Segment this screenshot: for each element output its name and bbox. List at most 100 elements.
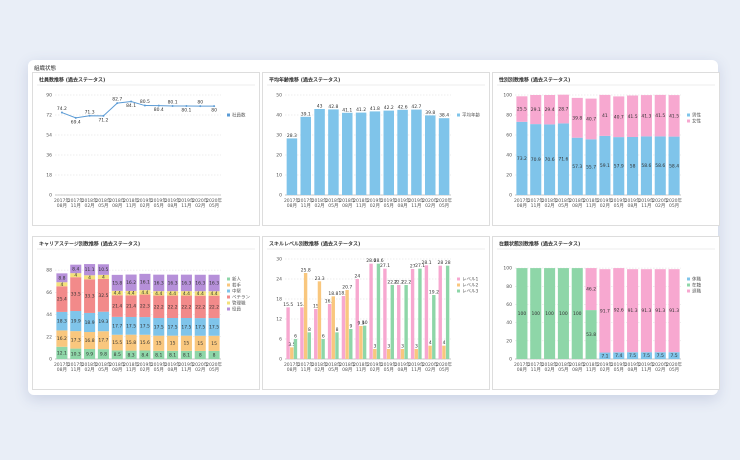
legend-swatch	[457, 283, 460, 287]
x-tick-label: 2018年 08月	[569, 197, 585, 209]
x-tick-label: 2018年 02月	[82, 361, 98, 373]
legend-label: 管理職	[232, 300, 246, 307]
chart-panel: 平均年齢推移 (過去ステータス) 0 10 20 30 40 50 2017年 08月 2017年…	[262, 72, 490, 226]
data-label: 8.8	[58, 275, 65, 281]
data-label: 15	[197, 341, 203, 347]
bar-segment	[530, 124, 542, 195]
data-label: 92.6	[614, 308, 624, 314]
bar-segment	[654, 269, 666, 353]
data-label: 8	[213, 352, 216, 358]
bar-segment	[84, 312, 96, 333]
point	[199, 105, 202, 108]
data-label: 16.2	[126, 280, 136, 286]
data-label: 3	[401, 344, 404, 350]
y-tick-label: 66	[46, 290, 52, 296]
data-label: 10.5	[98, 267, 108, 273]
data-label: 38.4	[439, 113, 449, 119]
data-label: 18.9	[339, 291, 349, 297]
data-label: 39.1	[301, 111, 311, 117]
bar-segment	[125, 295, 137, 317]
data-label: 4	[443, 340, 446, 346]
bar-segment	[208, 350, 220, 359]
bar-segment	[208, 291, 220, 296]
data-label: 57.3	[572, 164, 582, 170]
data-label: 58.6	[641, 163, 651, 169]
legend-swatch	[227, 113, 230, 117]
data-label: 41.5	[669, 113, 679, 119]
data-label: 80	[211, 108, 217, 114]
bar-segment	[668, 136, 680, 195]
x-tick-label: 2018年 11月	[353, 361, 369, 373]
legend-label: 平均年齢	[462, 112, 480, 119]
bar-segment	[557, 123, 569, 195]
bar	[300, 307, 304, 359]
data-label: 8	[199, 352, 202, 358]
x-tick-label: 2020年 05月	[666, 361, 682, 373]
bar-segment	[139, 317, 151, 335]
point	[116, 102, 119, 105]
legend-label: 在籍	[692, 282, 701, 289]
y-tick-label: 10	[276, 173, 282, 179]
bar	[442, 345, 446, 359]
bar	[418, 268, 422, 359]
point	[213, 105, 216, 108]
data-label: 19.2	[429, 290, 439, 296]
data-label: 15.8	[126, 340, 136, 346]
x-tick-label: 2018年 11月	[353, 197, 369, 209]
bar-segment	[516, 121, 528, 195]
bar-segment	[153, 274, 165, 292]
data-label: 4.4	[169, 291, 176, 297]
bar-segment	[613, 137, 625, 195]
data-label: 22.3	[140, 303, 150, 309]
data-label: 16.3	[168, 280, 178, 286]
bar-segment	[139, 350, 151, 359]
data-label: 80.1	[181, 108, 191, 114]
x-tick-label: 2018年 08月	[569, 361, 585, 373]
bar-segment	[125, 334, 137, 351]
bar-segment	[84, 349, 96, 359]
data-label: 12.1	[57, 350, 67, 356]
bar-segment	[585, 98, 597, 140]
x-tick-label: 2018年 02月	[312, 197, 328, 209]
data-label: 25.5	[517, 107, 527, 113]
chart-title: 在籍状態別数推移 (過去ステータス)	[499, 241, 580, 248]
y-tick-label: 30	[276, 257, 282, 263]
y-tick-label: 20	[506, 173, 512, 179]
data-label: 17.5	[140, 323, 150, 329]
bar-segment	[654, 136, 666, 195]
bar-segment	[599, 269, 611, 353]
y-tick-label: 6	[279, 337, 282, 343]
x-tick-label: 2019年 08月	[395, 197, 411, 209]
bar	[397, 109, 408, 195]
x-tick-label: 2017年 08月	[284, 197, 300, 209]
x-tick-label: 2018年 08月	[339, 197, 355, 209]
data-label: 4	[102, 274, 105, 280]
data-label: 4	[60, 282, 63, 288]
data-label: 91.3	[655, 308, 665, 314]
bar-segment	[208, 274, 220, 292]
data-label: 43	[317, 104, 323, 110]
bar-segment	[153, 350, 165, 359]
bar-segment	[167, 274, 179, 292]
bar-segment	[599, 135, 611, 195]
chart-panel: 社員数推移 (過去ステータス) 0 18 36 54 72 90 2017年 08月 2017年 1…	[32, 72, 260, 226]
legend-swatch	[687, 277, 690, 281]
bar-segment	[627, 137, 639, 195]
bar	[286, 138, 298, 195]
line	[61, 101, 215, 119]
legend-label: 若手	[232, 282, 241, 289]
data-label: 22.2	[195, 304, 205, 310]
x-tick-label: 2019年 08月	[165, 197, 181, 209]
data-label: 4	[88, 275, 91, 281]
data-label: 21.4	[126, 304, 136, 310]
legend-swatch	[687, 113, 690, 117]
point	[185, 105, 188, 107]
bar	[290, 347, 294, 359]
data-label: 16.3	[154, 280, 164, 286]
bar-segment	[208, 295, 220, 319]
x-tick-label: 2019年 11月	[178, 197, 194, 209]
data-label: 15.5	[297, 302, 307, 308]
bar-segment	[180, 335, 192, 351]
bar	[317, 281, 322, 359]
bar-segment	[627, 269, 639, 353]
